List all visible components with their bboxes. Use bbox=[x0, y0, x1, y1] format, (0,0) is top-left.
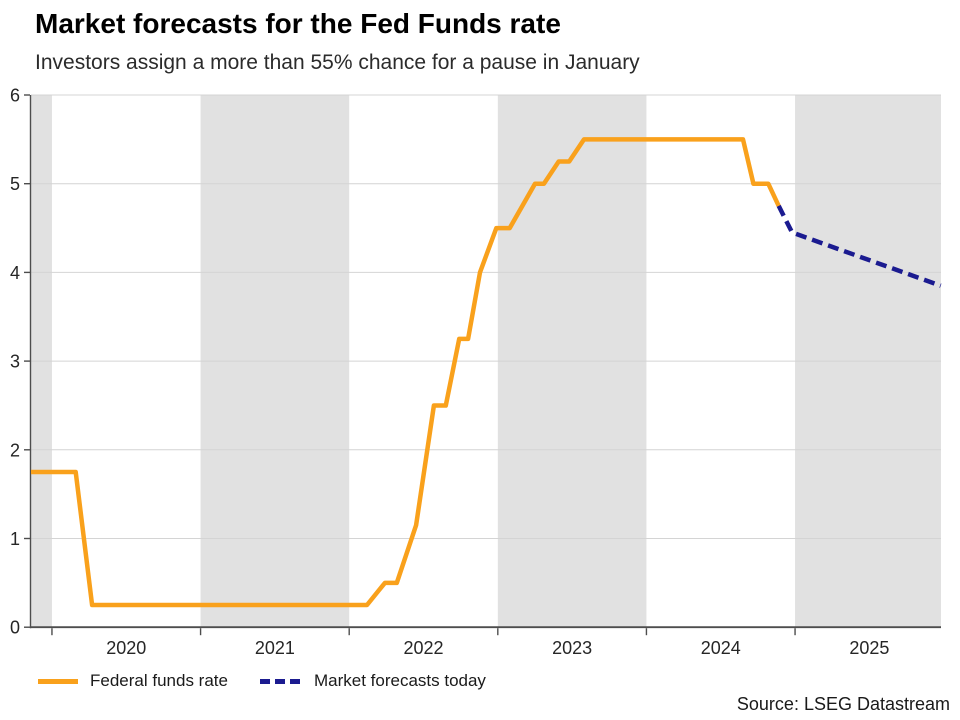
series-federal-funds-rate bbox=[31, 137, 781, 608]
legend-swatch-federal-funds-line bbox=[38, 678, 78, 684]
x-tick-label: 2024 bbox=[701, 638, 741, 658]
y-tick-label: 4 bbox=[10, 263, 20, 283]
x-tick-label: 2023 bbox=[552, 638, 592, 658]
y-tick-label: 2 bbox=[10, 440, 20, 460]
x-tick-label: 2025 bbox=[849, 638, 889, 658]
source-credit: Source: LSEG Datastream bbox=[736, 694, 950, 714]
legend-label-federal-funds: Federal funds rate bbox=[90, 671, 228, 690]
y-tick-label: 0 bbox=[10, 618, 20, 638]
legend-swatch-forecast-line bbox=[259, 678, 304, 684]
y-tick-label: 3 bbox=[10, 352, 20, 372]
x-tick-label: 2020 bbox=[106, 638, 146, 658]
chart-title: Market forecasts for the Fed Funds rate bbox=[35, 8, 561, 39]
series-market-forecasts-today bbox=[776, 204, 942, 288]
legend-label-forecast: Market forecasts today bbox=[313, 671, 486, 690]
chart-subtitle: Investors assign a more than 55% chance … bbox=[35, 51, 640, 74]
y-tick-label: 1 bbox=[10, 529, 20, 549]
x-tick-label: 2022 bbox=[403, 638, 443, 658]
chart-legend: Federal funds rate Market forecasts toda… bbox=[38, 666, 486, 696]
y-tick-label: 6 bbox=[10, 86, 20, 106]
x-tick-label: 2021 bbox=[255, 638, 295, 658]
y-tick-label: 5 bbox=[10, 174, 20, 194]
